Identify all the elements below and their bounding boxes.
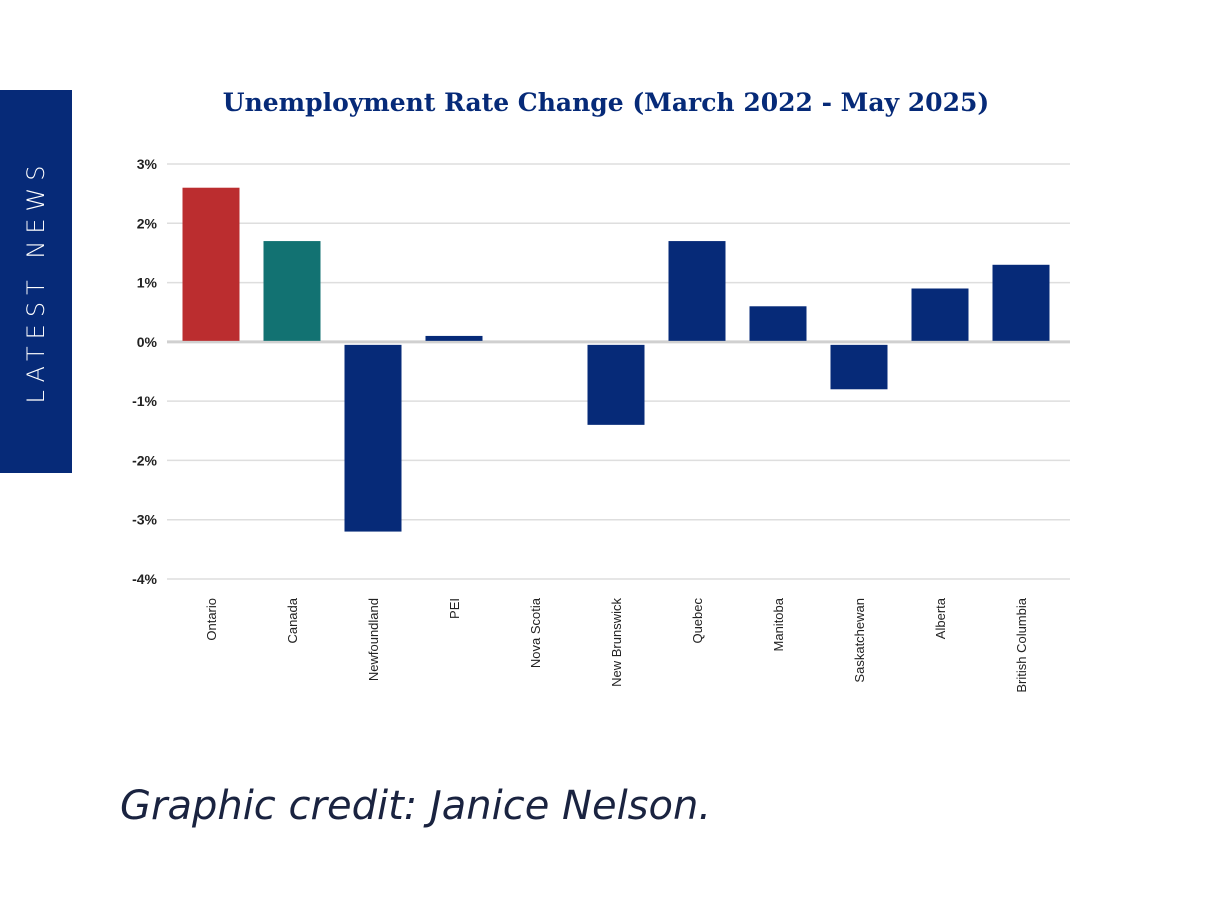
chart-title: Unemployment Rate Change (March 2022 - M… bbox=[222, 88, 990, 117]
x-tick-label: Quebec bbox=[690, 598, 705, 644]
bar-pei bbox=[425, 335, 483, 341]
bar-quebec bbox=[668, 241, 726, 341]
x-tick-label: Ontario bbox=[204, 598, 219, 641]
latest-news-banner[interactable]: LATEST NEWS bbox=[0, 90, 72, 473]
bar-canada bbox=[263, 241, 321, 341]
y-tick-label: 2% bbox=[137, 215, 158, 231]
x-tick-label: Nova Scotia bbox=[528, 597, 543, 668]
y-tick-label: 0% bbox=[137, 334, 158, 350]
x-tick-label: British Columbia bbox=[1014, 597, 1029, 692]
bar-british-columbia bbox=[992, 264, 1050, 341]
x-tick-label: Newfoundland bbox=[366, 598, 381, 681]
x-tick-label: Alberta bbox=[933, 597, 948, 639]
bar-new-brunswick bbox=[587, 344, 645, 425]
bar-saskatchewan bbox=[830, 344, 888, 390]
y-tick-label: 3% bbox=[137, 156, 158, 172]
y-tick-label: -3% bbox=[132, 512, 157, 528]
bar-ontario bbox=[182, 187, 240, 341]
y-tick-label: 1% bbox=[137, 275, 158, 291]
y-tick-label: -1% bbox=[132, 393, 157, 409]
y-tick-label: -4% bbox=[132, 571, 157, 587]
x-tick-label: Manitoba bbox=[771, 597, 786, 651]
bar-newfoundland bbox=[344, 344, 402, 532]
bar-alberta bbox=[911, 288, 969, 341]
x-tick-label: New Brunswick bbox=[609, 598, 624, 687]
bar-manitoba bbox=[749, 306, 807, 341]
x-tick-label: Canada bbox=[285, 597, 300, 643]
x-tick-label: Saskatchewan bbox=[852, 598, 867, 683]
graphic-credit: Graphic credit: Janice Nelson. bbox=[120, 783, 712, 829]
y-tick-label: -2% bbox=[132, 452, 157, 468]
x-tick-label: PEI bbox=[447, 598, 462, 619]
